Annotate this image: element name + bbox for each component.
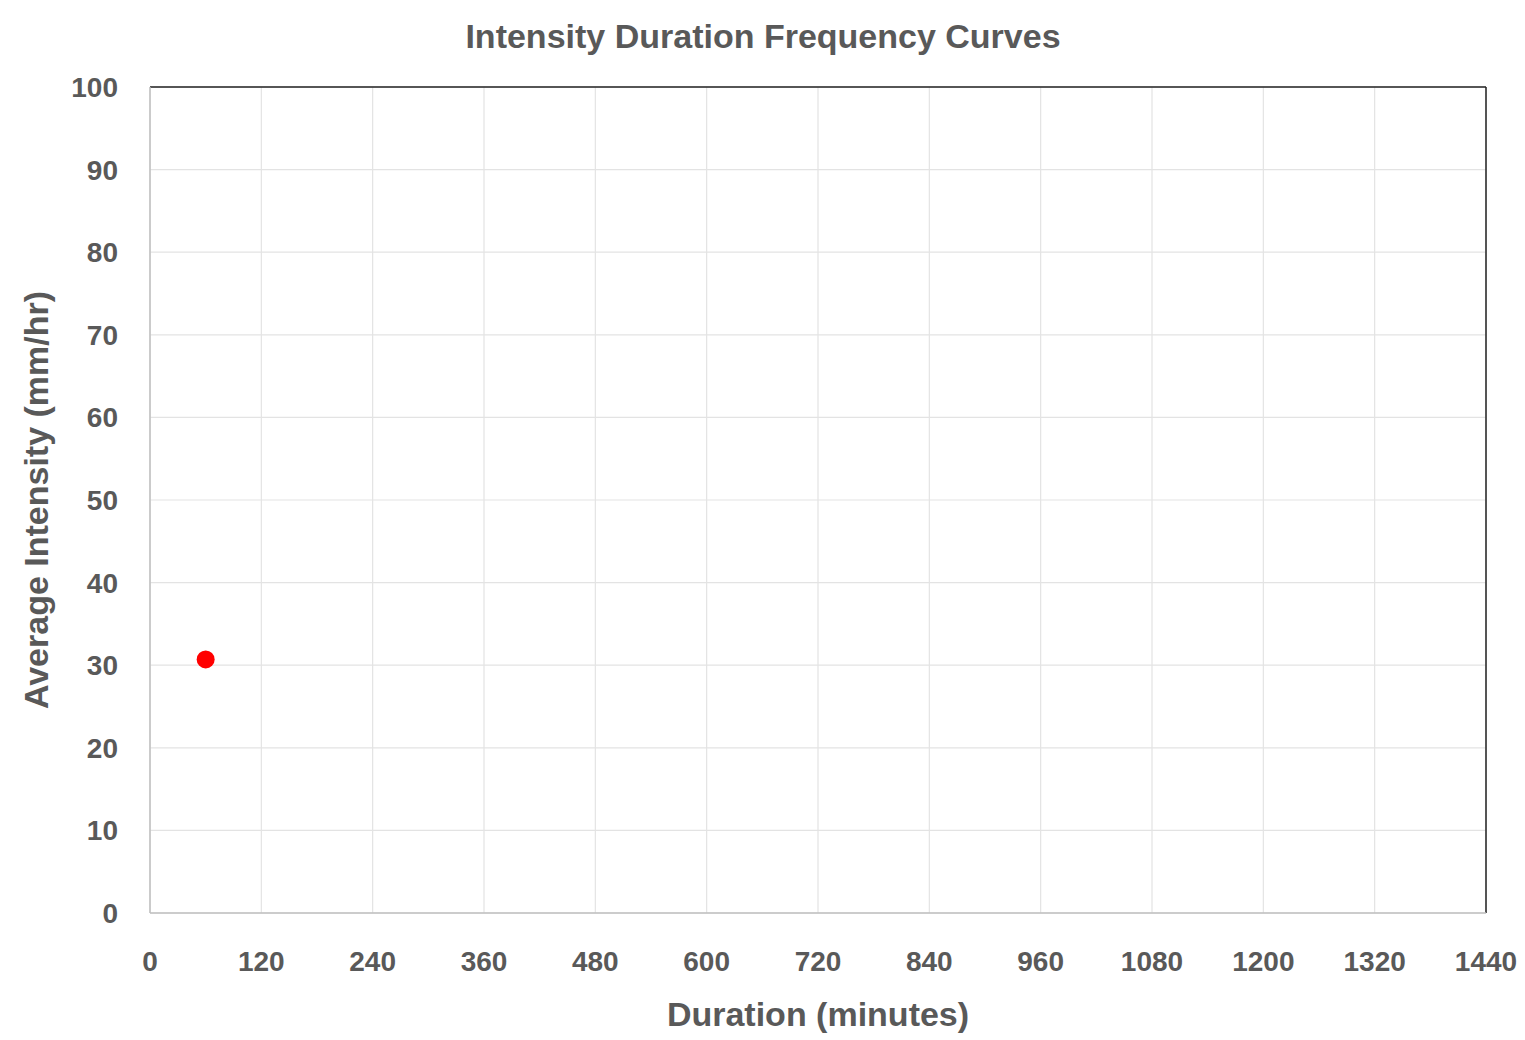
x-tick-label: 960 (1017, 946, 1064, 977)
chart-svg: 0120240360480600720840960108012001320144… (0, 0, 1525, 1040)
y-grid-line (150, 912, 1486, 913)
y-grid-line (150, 86, 1486, 87)
x-axis-line (150, 912, 1486, 914)
frame-right (1485, 87, 1487, 913)
x-tick-label: 120 (238, 946, 285, 977)
y-grid-line (150, 582, 1486, 583)
y-grid-line (150, 747, 1486, 748)
x-tick-label: 0 (142, 946, 158, 977)
x-axis-label: Duration (minutes) (667, 995, 969, 1033)
y-tick-label: 40 (87, 568, 118, 599)
x-tick-label: 720 (795, 946, 842, 977)
y-tick-label: 80 (87, 237, 118, 268)
background (0, 0, 1525, 1040)
y-tick-label: 0 (102, 898, 118, 929)
x-tick-label: 840 (906, 946, 953, 977)
y-tick-label: 60 (87, 402, 118, 433)
y-tick-label: 50 (87, 485, 118, 516)
y-tick-label: 30 (87, 650, 118, 681)
data-point (197, 650, 215, 668)
y-grid-line (150, 417, 1486, 418)
x-tick-label: 600 (683, 946, 730, 977)
chart-container: 0120240360480600720840960108012001320144… (0, 0, 1525, 1040)
x-tick-label: 1440 (1455, 946, 1517, 977)
y-grid-line (150, 665, 1486, 666)
plot-area (197, 650, 215, 668)
x-tick-label: 360 (461, 946, 508, 977)
y-tick-label: 20 (87, 733, 118, 764)
y-grid-line (150, 252, 1486, 253)
x-tick-label: 480 (572, 946, 619, 977)
y-axis-line (149, 87, 151, 913)
frame-top (150, 86, 1486, 88)
x-grid-line (1485, 87, 1486, 913)
y-tick-label: 10 (87, 815, 118, 846)
y-tick-label: 90 (87, 155, 118, 186)
y-tick-label: 70 (87, 320, 118, 351)
y-grid-line (150, 169, 1486, 170)
x-tick-label: 1080 (1121, 946, 1183, 977)
x-tick-label: 1200 (1232, 946, 1294, 977)
x-tick-label: 1320 (1344, 946, 1406, 977)
y-grid-line (150, 830, 1486, 831)
x-tick-label: 240 (349, 946, 396, 977)
y-grid-line (150, 499, 1486, 500)
x-grid-line (149, 87, 150, 913)
y-grid-line (150, 334, 1486, 335)
chart-title: Intensity Duration Frequency Curves (465, 17, 1060, 55)
y-axis-label: Average Intensity (mm/hr) (17, 291, 55, 709)
y-tick-label: 100 (71, 72, 118, 103)
